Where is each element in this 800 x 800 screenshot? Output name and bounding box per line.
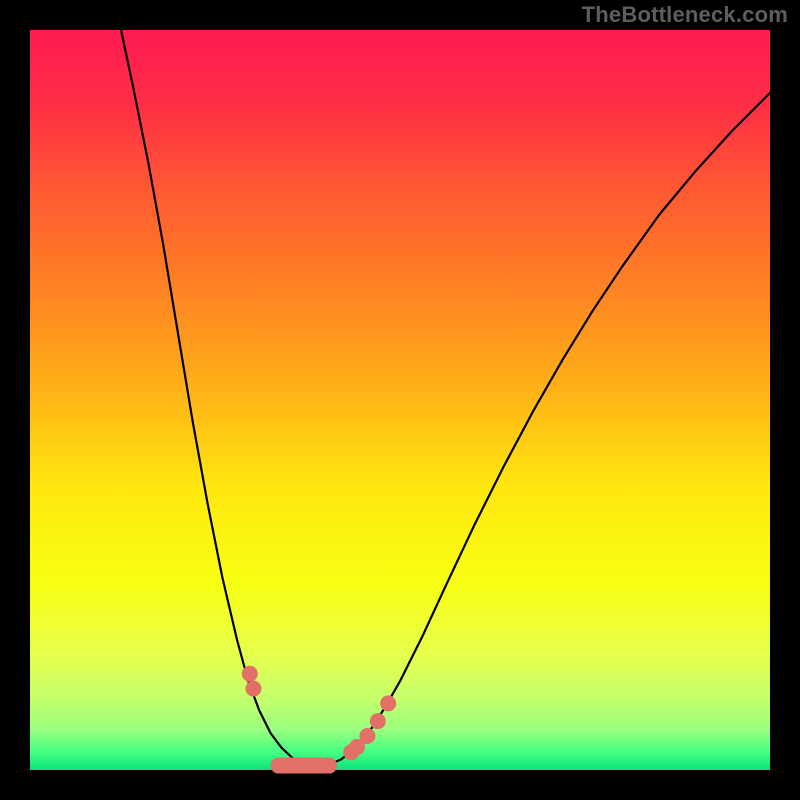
highlight-dot [242,666,258,682]
highlight-dot [370,713,386,729]
watermark-text: TheBottleneck.com [582,2,788,28]
highlight-bar [271,758,338,774]
highlight-dot [359,728,375,744]
plot-area [30,30,770,770]
highlight-dot [380,695,396,711]
highlight-dot [245,681,261,697]
chart-frame: TheBottleneck.com [0,0,800,800]
bottleneck-curve-chart [0,0,800,800]
